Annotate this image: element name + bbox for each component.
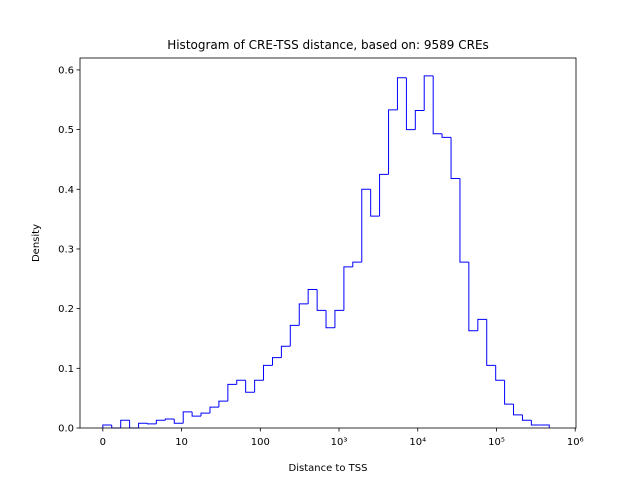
histogram-step: [361, 188, 371, 263]
plot-frame: [79, 57, 577, 429]
histogram-step: [218, 400, 228, 408]
histogram-step: [236, 379, 246, 385]
histogram-step: [298, 303, 309, 326]
histogram-step: [432, 75, 443, 135]
chart-title: Histogram of CRE-TSS distance, based on:…: [167, 38, 489, 52]
x-tick-label: 10: [175, 437, 188, 448]
x-tick-label: 0: [100, 437, 106, 448]
y-tick-label: 0.5: [58, 125, 74, 136]
y-tick-label: 0.1: [58, 364, 74, 375]
histogram-step: [182, 411, 193, 424]
histogram-step: [191, 411, 202, 417]
histogram-step: [521, 414, 532, 421]
histogram-step: [316, 289, 327, 311]
histogram-step: [209, 406, 219, 414]
histogram-step: [414, 110, 425, 130]
histogram-step: [289, 324, 300, 347]
histogram-step: [379, 173, 389, 217]
y-tick-label: 0.3: [58, 244, 74, 255]
histogram-step: [227, 383, 237, 402]
histogram-step: [254, 379, 264, 393]
histogram-step: [450, 137, 460, 180]
histogram-step: [405, 77, 416, 131]
histogram-step: [138, 422, 148, 428]
histogram-step: [352, 261, 362, 267]
x-tick-label: 10³: [331, 437, 348, 448]
x-axis-label: Distance to TSS: [289, 463, 368, 474]
histogram-step: [388, 109, 398, 175]
histogram-step: [280, 345, 291, 358]
histogram-step: [343, 266, 353, 311]
histogram-step: [540, 424, 550, 428]
x-tick-label: 10⁶: [567, 437, 584, 448]
histogram-step: [530, 420, 541, 426]
histogram-step: [307, 289, 318, 304]
histogram-step: [396, 77, 407, 110]
y-axis-label: Density: [31, 224, 42, 262]
histogram-step: [441, 133, 452, 138]
x-tick-label: 10⁴: [409, 437, 426, 448]
y-tick-label: 0.4: [58, 185, 74, 196]
histogram-step: [263, 364, 273, 381]
y-tick-label: 0.2: [58, 304, 74, 315]
y-tick-label: 0.0: [58, 424, 74, 435]
histogram-step: [155, 419, 166, 424]
histogram-step: [468, 262, 478, 332]
histogram-step: [271, 357, 282, 366]
x-tick-label: 100: [251, 437, 270, 448]
x-tick-label: 10⁵: [488, 437, 505, 448]
histogram-step: [102, 424, 112, 428]
histogram-step: [325, 310, 335, 329]
histogram-step: [495, 365, 505, 381]
histogram-step: [486, 319, 496, 366]
histogram-step: [245, 380, 255, 393]
histogram-step: [477, 318, 487, 331]
histogram-step: [423, 75, 434, 111]
histogram-step: [459, 178, 469, 263]
histogram-step: [334, 309, 344, 328]
histogram-step: [120, 419, 130, 428]
histogram-step: [504, 380, 514, 405]
histogram-step: [146, 423, 157, 425]
y-tick-label: 0.6: [58, 65, 74, 76]
histogram-step: [512, 404, 523, 416]
histogram-step: [200, 412, 210, 417]
histogram-step: [164, 418, 175, 421]
histogram-step: [370, 189, 380, 217]
histogram-step: [173, 419, 184, 424]
